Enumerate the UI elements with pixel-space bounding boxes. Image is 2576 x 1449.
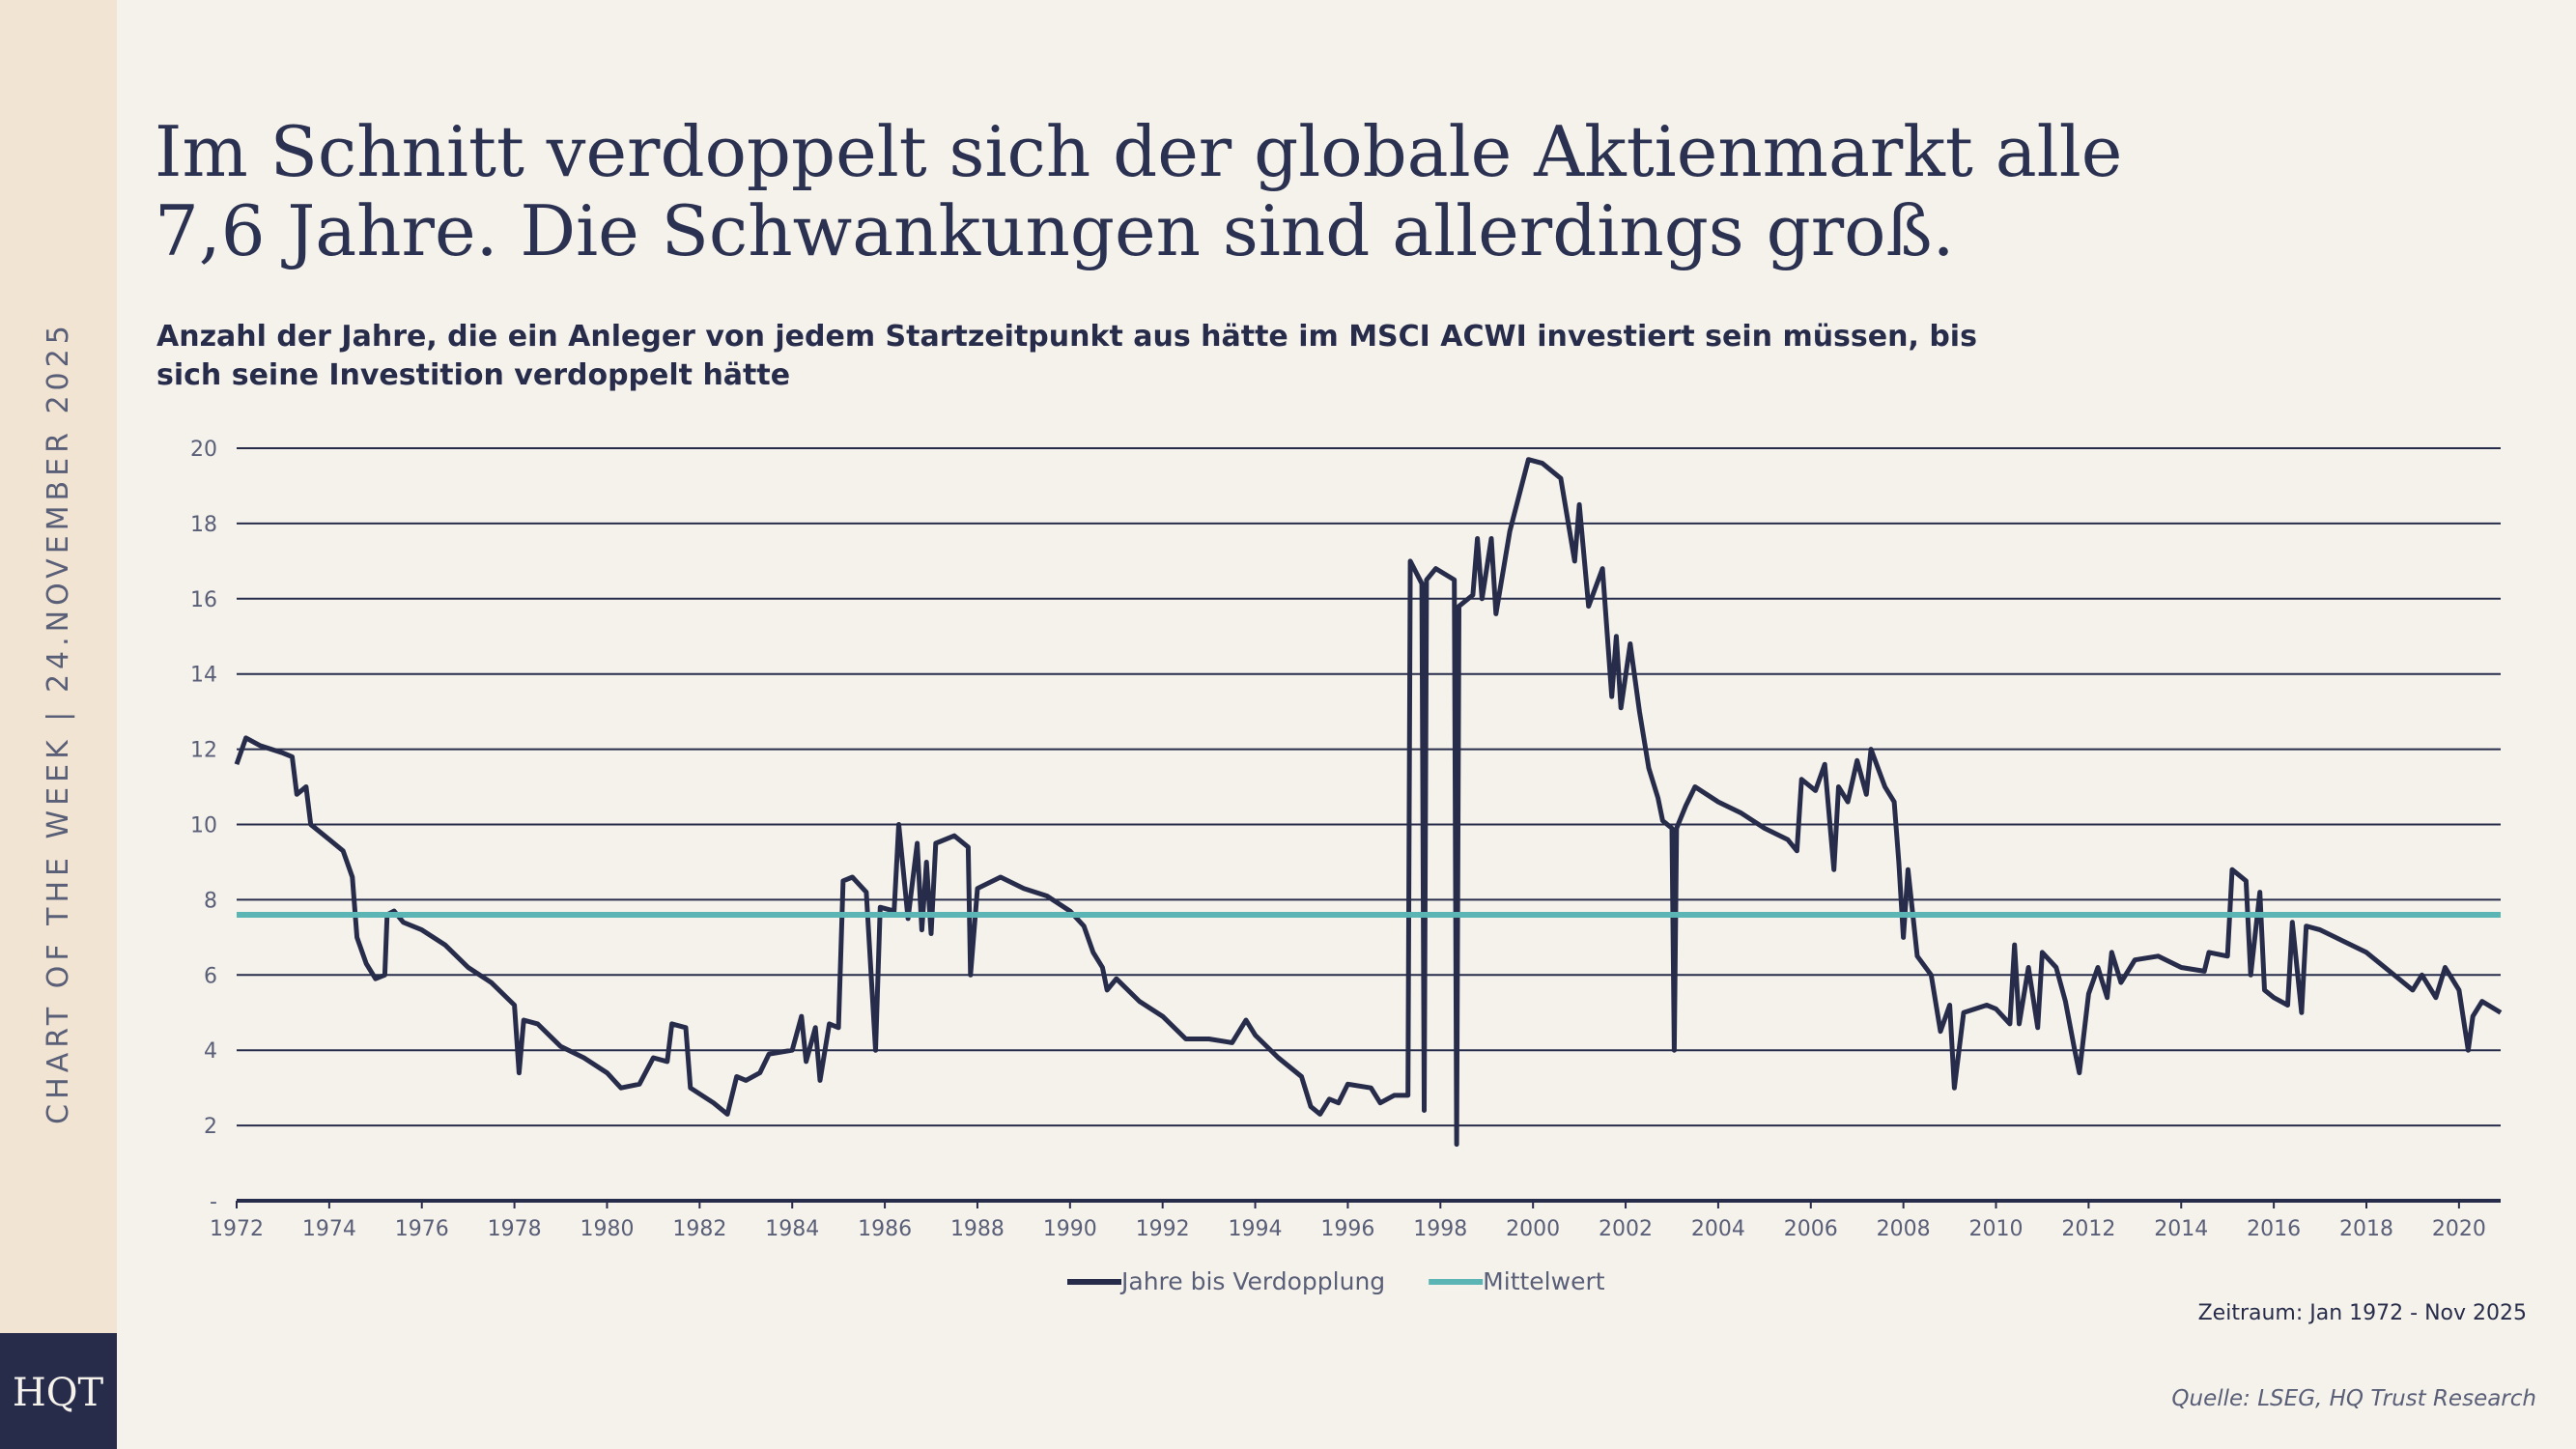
x-tick-label: 1990 [1043,1217,1097,1241]
y-tick-label: 16 [190,588,217,612]
y-tick-label: 14 [190,664,217,688]
y-tick-label: 6 [204,964,217,988]
y-tick-label: 8 [204,889,217,913]
x-tick-label: 2016 [2247,1217,2301,1241]
x-tick-label: 1992 [1136,1217,1190,1241]
legend-label: Mittelwert [1483,1267,1605,1295]
line-series [234,457,2503,1148]
logo-box [0,1333,117,1449]
x-tick-label: 1988 [950,1217,1005,1241]
x-tick-label: 2012 [2061,1217,2115,1241]
y-tick-label: 10 [190,814,217,838]
x-tick-label: 1976 [395,1217,449,1241]
x-tick-label: 2018 [2339,1217,2393,1241]
x-tick-label: 2020 [2432,1217,2486,1241]
x-tick-label: 2002 [1599,1217,1653,1241]
x-tick-label: 2014 [2154,1217,2208,1241]
x-tick-label: 1978 [488,1217,542,1241]
y-tick-label: 18 [190,513,217,537]
x-tick-label: 2010 [1969,1217,2024,1241]
x-tick-label: 1996 [1320,1217,1374,1241]
x-tick-label: 1974 [302,1217,356,1241]
period-note: Zeitraum: Jan 1972 - Nov 2025 [2198,1301,2527,1325]
y-tick-label: 2 [204,1115,217,1139]
x-tick-label: 1998 [1413,1217,1467,1241]
logo: HQT [13,1371,104,1415]
x-tick-label: 1982 [672,1217,726,1241]
x-tick-label: 1986 [858,1217,912,1241]
x-tick-label: 1984 [765,1217,819,1241]
x-tick-label: 2008 [1877,1217,1931,1241]
x-tick-label: 1972 [210,1217,264,1241]
x-tick-label: 1980 [580,1217,634,1241]
legend-label: Jahre bis Verdopplung [1119,1267,1385,1295]
y-tick-label: 4 [204,1039,217,1064]
x-tick-label: 1994 [1229,1217,1283,1241]
sidebar [0,0,117,1333]
chart-title: Im Schnitt verdoppelt sich der globale A… [155,111,2122,271]
source: Quelle: LSEG, HQ Trust Research [2171,1386,2536,1411]
y-tick-label: 12 [190,739,217,763]
chart-subtitle: Anzahl der Jahre, die ein Anleger von je… [156,320,1977,392]
y-tick-label: 20 [190,438,217,462]
x-tick-label: 2006 [1784,1217,1838,1241]
y-tick-label: - [210,1190,217,1214]
x-tick-label: 2000 [1506,1217,1560,1241]
sidebar-label: CHART OF THE WEEK | 24.NOVEMBER 2025 [42,321,75,1124]
x-tick-label: 2004 [1691,1217,1745,1241]
